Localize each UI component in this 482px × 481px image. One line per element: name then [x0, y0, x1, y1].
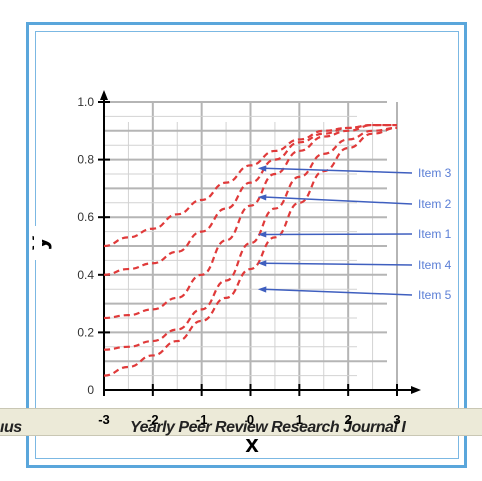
frame-tab: [34, 226, 42, 260]
x-tick-label: 0: [247, 412, 254, 427]
annotation-label: Item 2: [418, 197, 452, 211]
annotation-arrowhead: [257, 194, 267, 201]
y-tick-label: 0.6: [77, 210, 94, 224]
outer-frame: [26, 22, 467, 468]
annotations: Item 3 Item 2 Item 1 Item 4 Item 5: [257, 165, 452, 302]
annotation-arrowhead: [257, 286, 267, 293]
grid: [103, 101, 398, 391]
x-tick-label: -1: [196, 412, 208, 427]
curve-item-2: [103, 123, 397, 276]
annotation-arrowhead: [257, 231, 267, 238]
y-tick-label: 0.4: [77, 268, 94, 282]
annotation-arrowhead: [257, 260, 267, 267]
annotation-label: Item 5: [418, 288, 452, 302]
annotation-label: Item 3: [418, 166, 452, 180]
curve-item-5: [103, 126, 398, 377]
annotation-arrow: [263, 262, 413, 266]
y-axis-arrowhead: [100, 90, 108, 100]
y-tick-label: 0: [87, 383, 94, 397]
footer-left-fragment: ıus: [0, 419, 22, 436]
annotation-arrow: [263, 288, 413, 296]
curves: [103, 123, 398, 377]
x-tick-label: 3: [393, 412, 400, 427]
y-tick-label: 1.0: [77, 95, 94, 109]
tick-labels: -3 -2 -1 0 1 2 3 0 0.2 0.4 0.6 0.8 1.0: [77, 95, 400, 427]
y-tick-label: 0.2: [77, 325, 94, 339]
journal-title: Yearly Peer Review Research Journal I: [130, 419, 406, 436]
x-axis-label: x: [245, 431, 259, 458]
annotation-arrow: [263, 167, 413, 174]
annotation-arrow: [263, 196, 413, 205]
journal-footer-band: [0, 408, 482, 436]
x-axis-arrowhead: [411, 386, 421, 394]
annotation-label: Item 4: [418, 258, 452, 272]
y-tick-label: 0.8: [77, 153, 94, 167]
x-tick-label: -2: [147, 412, 159, 427]
annotation-label: Item 1: [418, 227, 452, 241]
x-tick-label: -3: [98, 412, 110, 427]
annotation-arrowhead: [257, 165, 267, 172]
x-tick-label: 2: [345, 412, 352, 427]
curve-item-1: [103, 123, 397, 320]
x-tick-label: 1: [296, 412, 303, 427]
